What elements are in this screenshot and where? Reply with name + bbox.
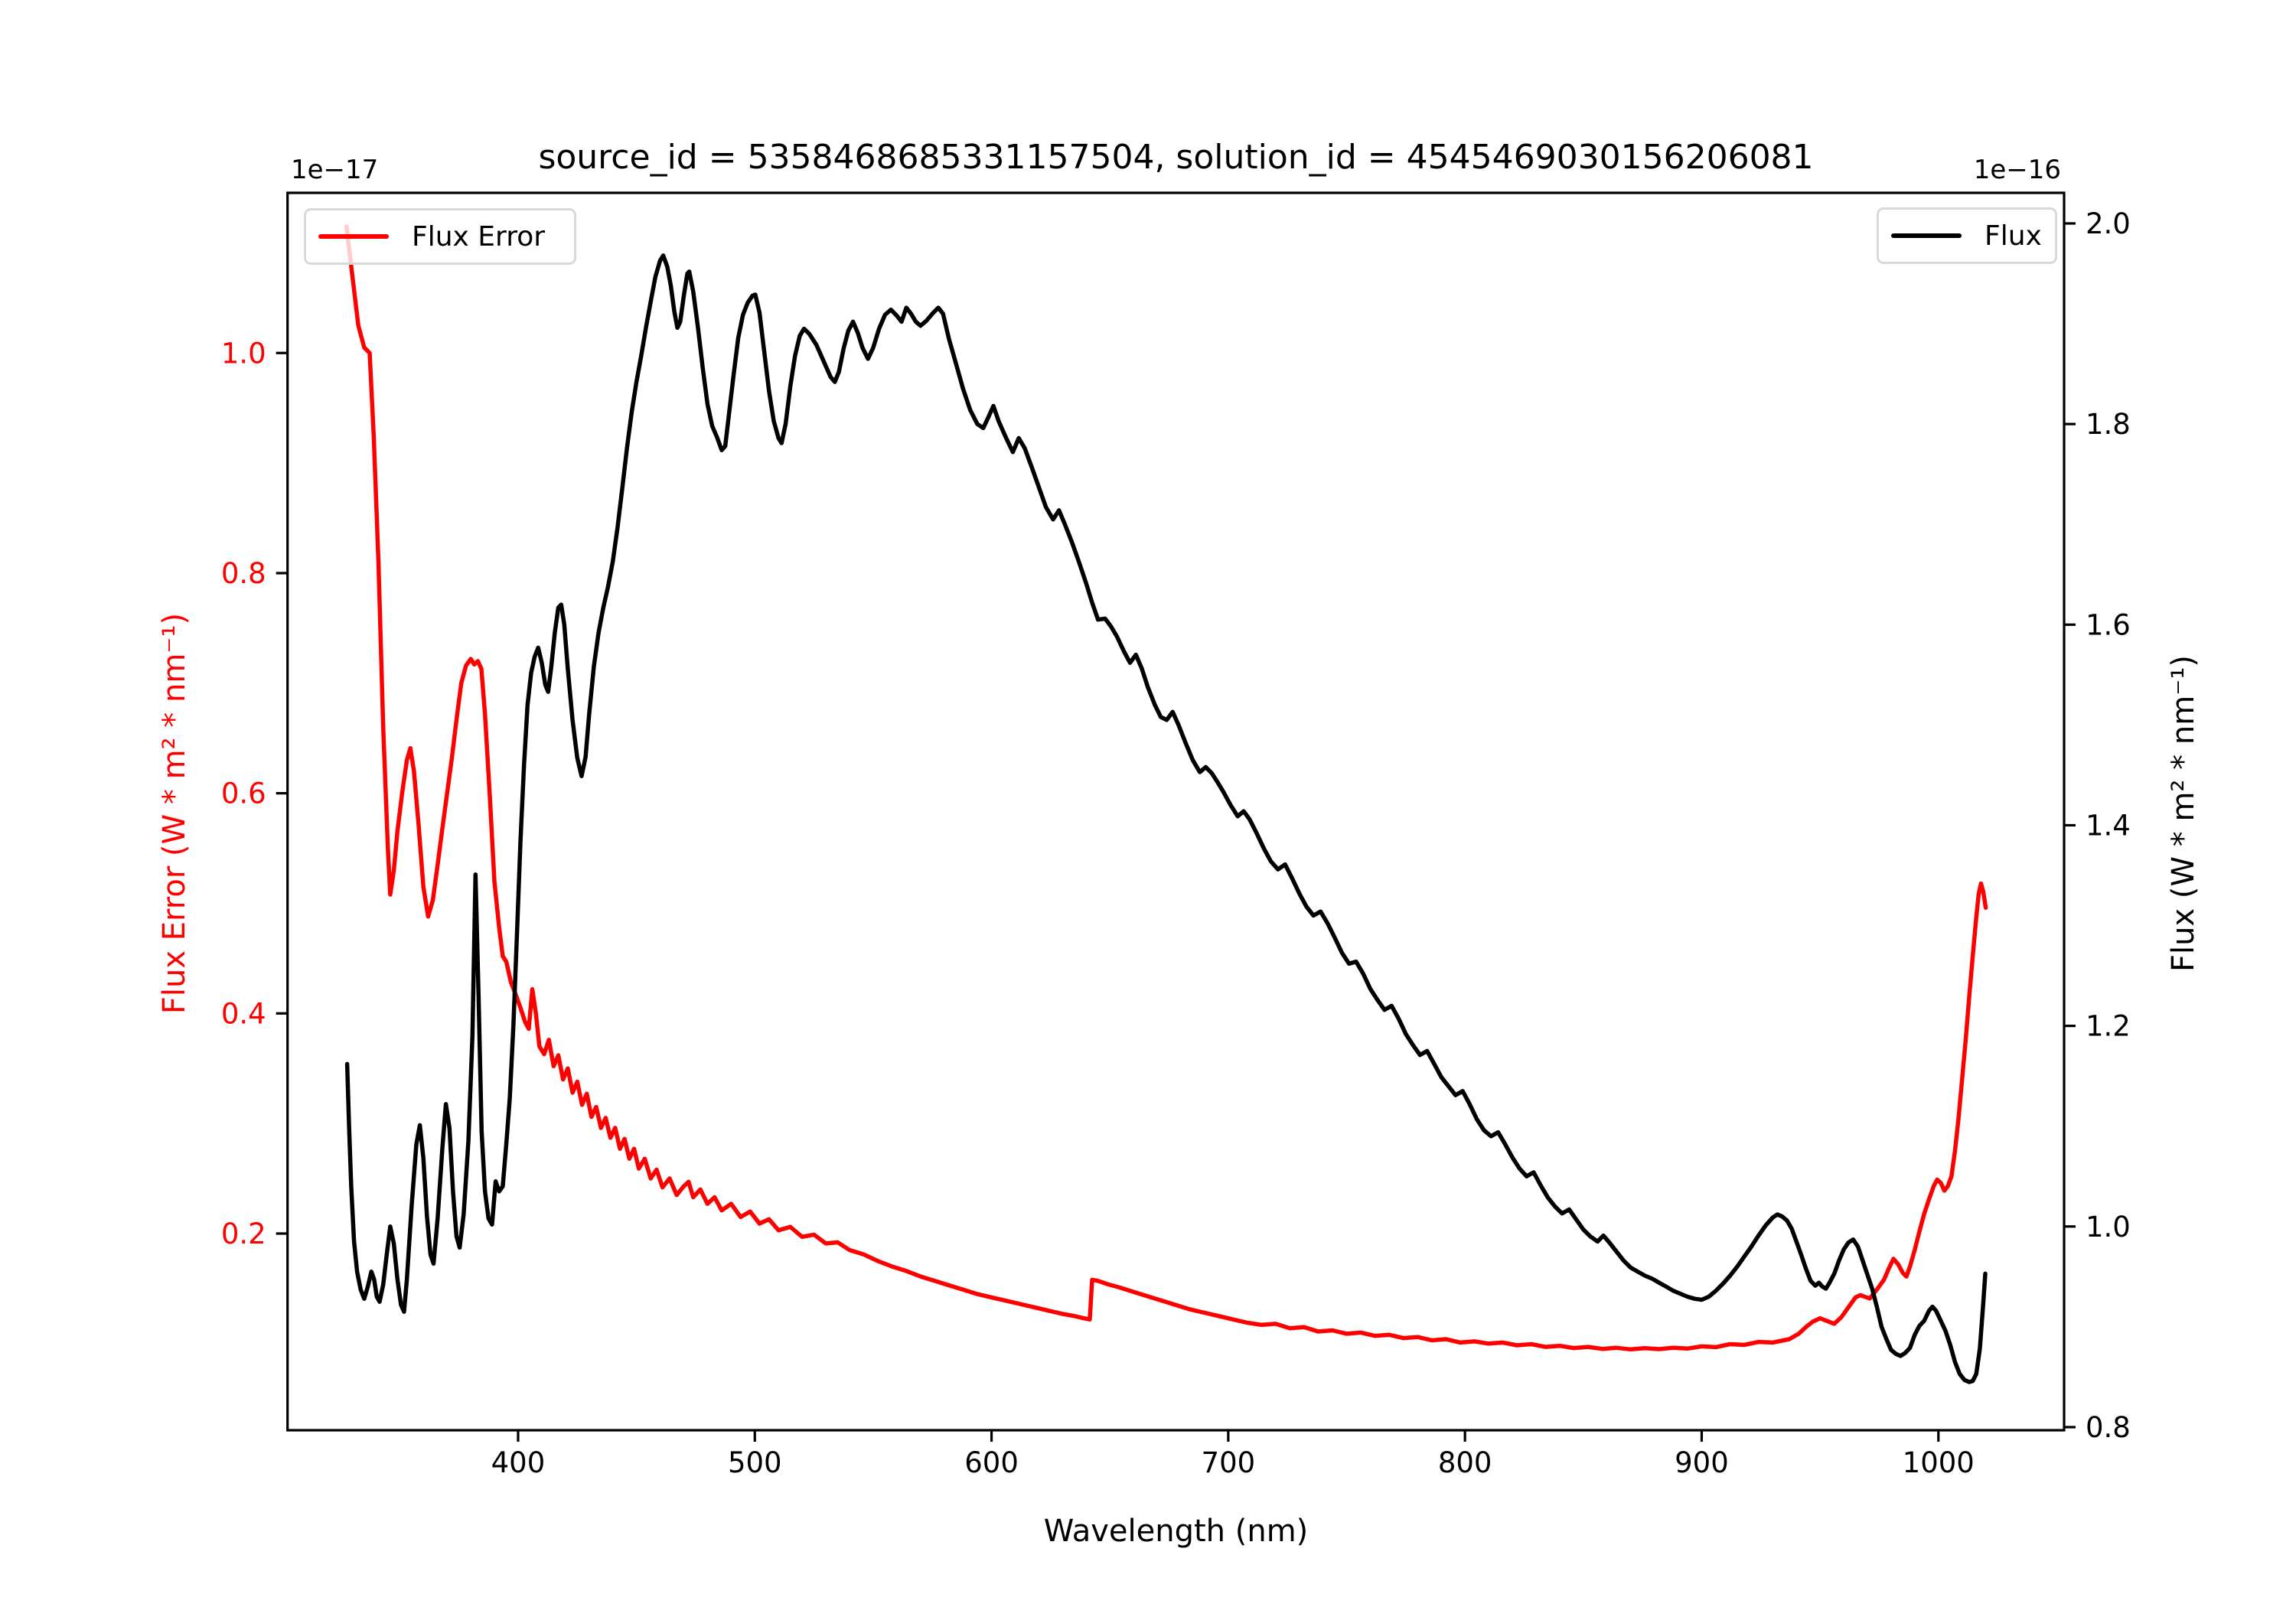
x-tick-label: 600 bbox=[964, 1446, 1019, 1479]
x-tick-label: 900 bbox=[1675, 1446, 1729, 1479]
chart-title: source_id = 5358468685331157504, solutio… bbox=[538, 138, 1814, 177]
flux-line bbox=[344, 253, 1988, 1384]
left-axis-offset-label: 1e−17 bbox=[291, 155, 379, 185]
right-tick-label: 1.8 bbox=[2086, 408, 2131, 441]
x-tick-label: 1000 bbox=[1903, 1446, 1975, 1479]
right-axis-offset-label: 1e−16 bbox=[1973, 155, 2061, 185]
x-tick-label: 700 bbox=[1202, 1446, 1256, 1479]
x-axis-label: Wavelength (nm) bbox=[1043, 1514, 1309, 1549]
flux-legend-label: Flux bbox=[1985, 220, 2042, 252]
right-tick-label: 1.0 bbox=[2086, 1211, 2131, 1244]
left-tick-label: 0.2 bbox=[221, 1217, 266, 1250]
plot-frame bbox=[286, 191, 2066, 1432]
left-tick-label: 0.6 bbox=[221, 777, 266, 810]
flux-error-legend-label: Flux Error bbox=[412, 220, 546, 253]
flux-legend-line bbox=[1891, 233, 1962, 238]
right-tick-label: 1.4 bbox=[2086, 809, 2131, 842]
flux-error-line bbox=[344, 224, 1988, 1352]
x-tick-label: 500 bbox=[728, 1446, 782, 1479]
left-tick-label: 0.4 bbox=[221, 997, 266, 1030]
x-tick-label: 800 bbox=[1438, 1446, 1492, 1479]
left-tick-label: 1.0 bbox=[221, 337, 266, 370]
left-tick-label: 0.8 bbox=[221, 557, 266, 590]
right-y-axis-label: Flux (W * m² * nm⁻¹) bbox=[2166, 655, 2201, 972]
x-tick-label: 400 bbox=[491, 1446, 546, 1479]
right-tick-label: 1.2 bbox=[2086, 1010, 2131, 1043]
legend-flux: Flux bbox=[1877, 207, 2057, 264]
flux-error-legend-line bbox=[318, 234, 389, 239]
right-tick-label: 0.8 bbox=[2086, 1411, 2131, 1444]
legend-flux-error: Flux Error bbox=[304, 208, 576, 265]
right-tick-label: 2.0 bbox=[2086, 207, 2131, 240]
left-y-axis-label: Flux Error (W * m² * nm⁻¹) bbox=[157, 612, 192, 1015]
right-tick-label: 1.6 bbox=[2086, 608, 2131, 641]
